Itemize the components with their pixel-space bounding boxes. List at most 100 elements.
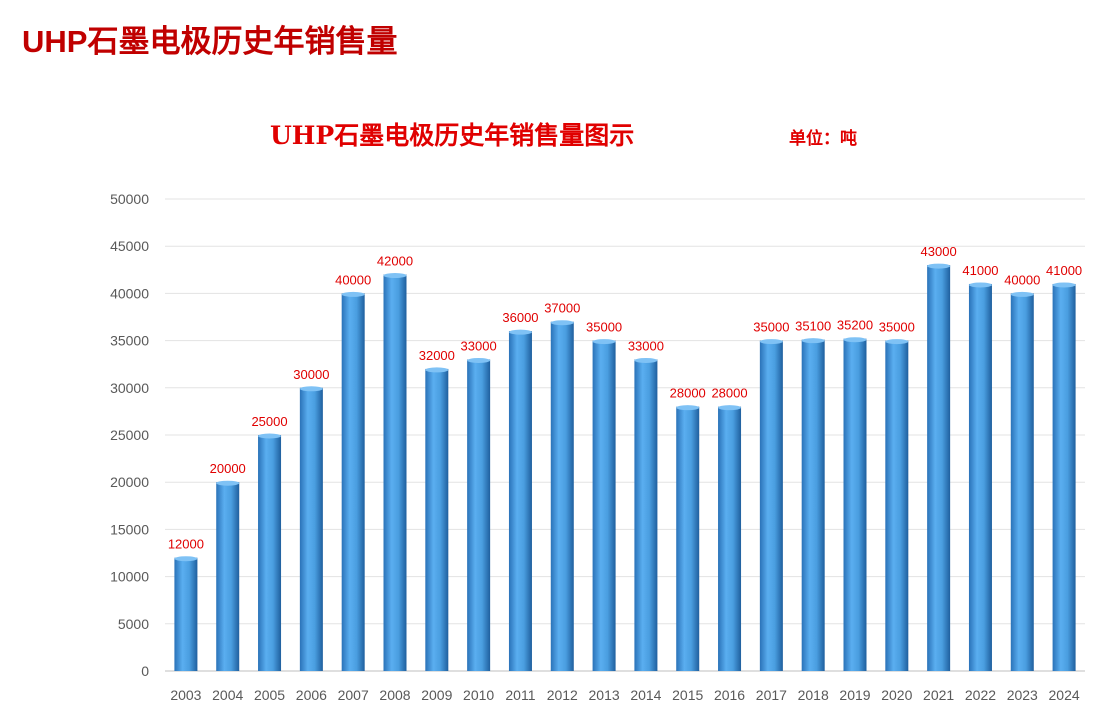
- x-tick-label: 2005: [254, 687, 285, 703]
- x-tick-label: 2008: [379, 687, 410, 703]
- x-tick-label: 2019: [839, 687, 870, 703]
- y-tick-label: 35000: [110, 333, 149, 349]
- bar-2009: [425, 368, 449, 671]
- bar-2008: [383, 274, 407, 671]
- bar-cap: [843, 337, 867, 343]
- x-tick-label: 2009: [421, 687, 452, 703]
- bar-2003: [174, 557, 198, 671]
- data-label-2016: 28000: [711, 386, 747, 401]
- y-axis-ticks: 0 5000 10000 15000 20000 25000 30000 35000 40000…: [110, 191, 149, 679]
- data-label-2017: 35000: [753, 320, 789, 335]
- bar-2019: [843, 338, 867, 671]
- y-tick-label: 5000: [118, 616, 149, 632]
- x-tick-label: 2024: [1049, 687, 1080, 703]
- y-tick-label: 15000: [110, 521, 149, 537]
- y-tick-label: 50000: [110, 191, 149, 207]
- bar-cap: [592, 339, 616, 345]
- bar-cap: [174, 556, 198, 562]
- x-tick-label: 2014: [630, 687, 661, 703]
- x-tick-label: 2011: [505, 687, 535, 703]
- x-tick-label: 2021: [923, 687, 954, 703]
- bar-cap: [885, 339, 909, 345]
- y-tick-label: 25000: [110, 427, 149, 443]
- bar-2023: [1010, 293, 1034, 671]
- data-label-2011: 36000: [502, 310, 538, 325]
- x-tick-label: 2004: [212, 687, 243, 703]
- data-label-2003: 12000: [168, 537, 204, 552]
- data-label-2022: 41000: [962, 263, 998, 278]
- data-label-2010: 33000: [461, 338, 497, 353]
- data-label-2020: 35000: [879, 320, 915, 335]
- data-label-2004: 20000: [210, 461, 246, 476]
- bar-2015: [676, 406, 700, 671]
- bar-2017: [759, 340, 783, 671]
- bar-2014: [634, 359, 658, 671]
- data-label-2014: 33000: [628, 338, 664, 353]
- x-tick-label: 2013: [589, 687, 620, 703]
- bar-cap: [299, 386, 323, 392]
- bar-2013: [592, 340, 616, 671]
- bar-cap: [718, 405, 742, 411]
- unit-label: 单位：吨: [789, 129, 857, 149]
- bar-cap: [508, 329, 532, 335]
- bar-2021: [927, 265, 951, 671]
- bar-cap: [801, 338, 825, 344]
- bar-cap: [634, 357, 658, 363]
- x-tick-label: 2016: [714, 687, 745, 703]
- bars: [174, 263, 1076, 671]
- bar-2016: [718, 406, 742, 671]
- bar-2020: [885, 340, 909, 671]
- x-tick-label: 2012: [547, 687, 578, 703]
- data-label-2018: 35100: [795, 319, 831, 334]
- data-label-2007: 40000: [335, 272, 371, 287]
- bar-2007: [341, 293, 365, 671]
- bar-2012: [550, 321, 574, 671]
- bar-cap: [258, 433, 282, 439]
- bar-cap: [550, 320, 574, 326]
- data-label-2006: 30000: [293, 367, 329, 382]
- x-tick-label: 2015: [672, 687, 703, 703]
- bar-cap: [676, 405, 700, 411]
- bar-cap: [341, 291, 365, 297]
- x-axis-ticks: 2003 2004 2005 2006 2007 2008 2009 2010 2011 2012…: [170, 687, 1080, 703]
- data-labels: 12000 20000 25000 30000 40000 42000 32000 33000…: [168, 244, 1082, 552]
- y-tick-label: 40000: [110, 285, 149, 301]
- y-tick-label: 0: [141, 663, 149, 679]
- data-label-2021: 43000: [921, 244, 957, 259]
- bar-cap: [1052, 282, 1076, 288]
- data-label-2008: 42000: [377, 254, 413, 269]
- bar-cap: [216, 480, 240, 486]
- bar-2005: [258, 435, 282, 671]
- bar-cap: [759, 339, 783, 345]
- data-label-2009: 32000: [419, 348, 455, 363]
- x-tick-label: 2006: [296, 687, 327, 703]
- y-tick-label: 10000: [110, 569, 149, 585]
- x-tick-label: 2003: [170, 687, 201, 703]
- y-tick-label: 20000: [110, 474, 149, 490]
- page-title: UHP石墨电极历史年销售量: [22, 24, 398, 59]
- x-tick-label: 2018: [798, 687, 829, 703]
- bar-2010: [467, 359, 491, 671]
- y-tick-label: 45000: [110, 238, 149, 254]
- bar-cap: [383, 273, 407, 279]
- data-label-2019: 35200: [837, 318, 873, 333]
- x-tick-label: 2010: [463, 687, 494, 703]
- bar-2022: [968, 283, 992, 671]
- data-label-2015: 28000: [670, 386, 706, 401]
- bar-cap: [1010, 291, 1034, 297]
- data-label-2013: 35000: [586, 320, 622, 335]
- bar-2006: [299, 387, 323, 671]
- bar-cap: [425, 367, 449, 373]
- data-label-2005: 25000: [251, 414, 287, 429]
- bar-2011: [508, 331, 532, 671]
- bar-cap: [968, 282, 992, 288]
- x-tick-label: 2017: [756, 687, 787, 703]
- data-label-2024: 41000: [1046, 263, 1082, 278]
- bar-2018: [801, 339, 825, 671]
- x-tick-label: 2020: [881, 687, 912, 703]
- y-tick-label: 30000: [110, 380, 149, 396]
- data-label-2012: 37000: [544, 301, 580, 316]
- bar-cap: [927, 263, 951, 269]
- bar-2024: [1052, 283, 1076, 671]
